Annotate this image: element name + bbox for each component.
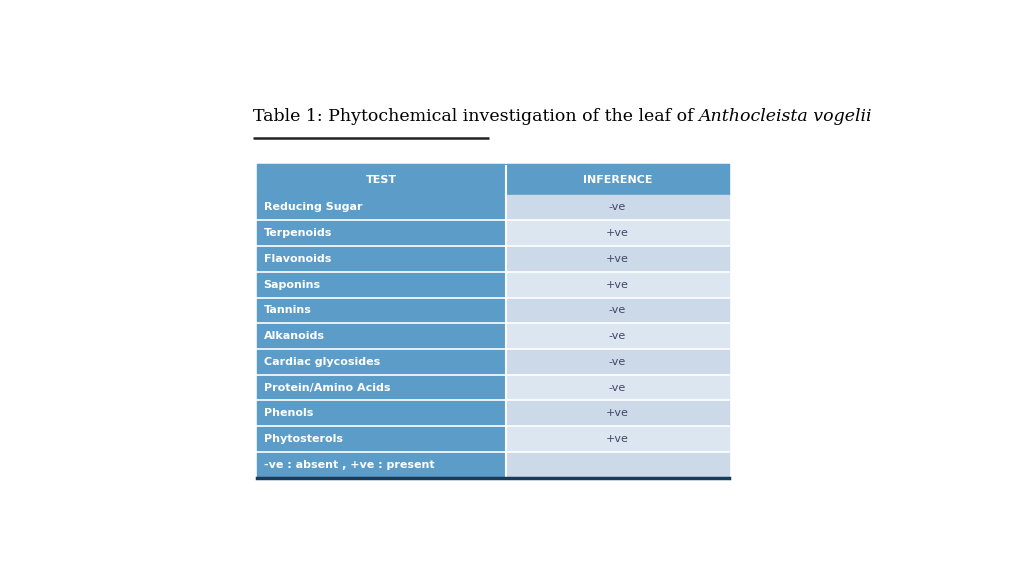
Text: +ve: +ve — [606, 408, 629, 418]
Text: -ve: -ve — [608, 331, 626, 341]
Text: TEST: TEST — [366, 175, 397, 184]
Text: Terpenoids: Terpenoids — [264, 228, 332, 238]
Bar — [257, 375, 506, 400]
Bar — [257, 195, 506, 221]
Text: INFERENCE: INFERENCE — [583, 175, 652, 184]
Text: Anthocleista vogelii: Anthocleista vogelii — [698, 108, 872, 124]
Bar — [257, 165, 506, 195]
Bar — [506, 426, 729, 452]
Text: Phytosterols: Phytosterols — [264, 434, 343, 444]
Text: -ve: -ve — [608, 382, 626, 393]
Bar — [506, 195, 729, 221]
Bar — [257, 400, 506, 426]
Bar — [506, 400, 729, 426]
Bar — [506, 221, 729, 246]
Text: -ve: -ve — [608, 357, 626, 367]
Bar — [257, 246, 506, 272]
Bar — [257, 272, 506, 298]
Text: Table 1: Phytochemical investigation of the leaf of: Table 1: Phytochemical investigation of … — [253, 108, 698, 124]
Text: -ve: -ve — [608, 305, 626, 316]
Text: Tannins: Tannins — [264, 305, 311, 316]
Bar — [506, 298, 729, 323]
Text: +ve: +ve — [606, 254, 629, 264]
Text: -ve : absent , +ve : present: -ve : absent , +ve : present — [264, 460, 434, 470]
Bar — [257, 349, 506, 375]
Text: Saponins: Saponins — [264, 280, 321, 290]
Bar — [506, 375, 729, 400]
Bar — [257, 323, 506, 349]
Text: Cardiac glycosides: Cardiac glycosides — [264, 357, 380, 367]
Text: Protein/Amino Acids: Protein/Amino Acids — [264, 382, 390, 393]
Text: +ve: +ve — [606, 280, 629, 290]
Text: Phenols: Phenols — [264, 408, 313, 418]
Text: +ve: +ve — [606, 434, 629, 444]
Text: Alkanoids: Alkanoids — [264, 331, 325, 341]
Bar — [506, 165, 729, 195]
Bar — [257, 426, 506, 452]
Text: -ve: -ve — [608, 203, 626, 213]
Bar — [506, 323, 729, 349]
Text: Reducing Sugar: Reducing Sugar — [264, 203, 362, 213]
Bar — [506, 349, 729, 375]
Bar — [506, 272, 729, 298]
Text: Flavonoids: Flavonoids — [264, 254, 331, 264]
Bar — [257, 221, 506, 246]
Bar — [506, 246, 729, 272]
Bar — [257, 452, 506, 478]
Text: +ve: +ve — [606, 228, 629, 238]
Bar — [257, 298, 506, 323]
Bar — [506, 452, 729, 478]
